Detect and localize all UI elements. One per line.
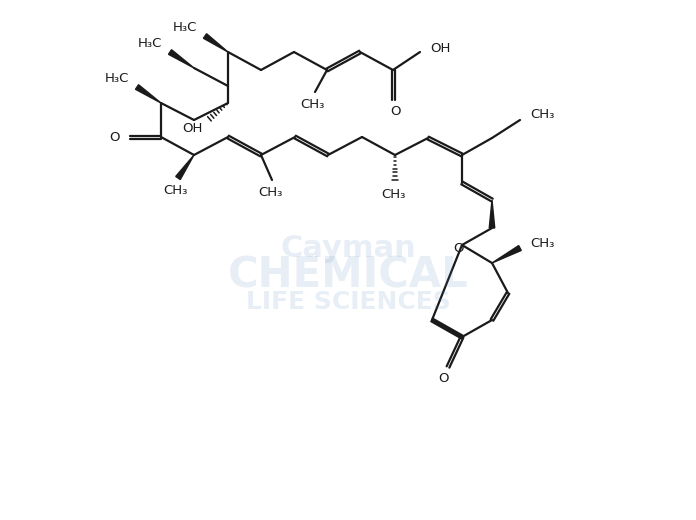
Text: Cayman: Cayman xyxy=(280,233,416,263)
Text: CH₃: CH₃ xyxy=(300,98,324,111)
Polygon shape xyxy=(176,155,194,179)
Text: H₃C: H₃C xyxy=(138,36,162,49)
Text: H₃C: H₃C xyxy=(104,72,129,85)
Text: CH₃: CH₃ xyxy=(530,108,555,121)
Text: CH₃: CH₃ xyxy=(163,184,187,197)
Text: OH: OH xyxy=(430,42,450,55)
Text: CHEMICAL: CHEMICAL xyxy=(228,254,468,296)
Polygon shape xyxy=(492,245,521,263)
Polygon shape xyxy=(203,34,228,52)
Text: OH: OH xyxy=(182,122,203,135)
Text: CH₃: CH₃ xyxy=(258,186,282,199)
Text: O: O xyxy=(453,241,464,254)
Text: LIFE SCIENCES: LIFE SCIENCES xyxy=(246,290,450,314)
Polygon shape xyxy=(136,85,161,103)
Polygon shape xyxy=(168,50,194,68)
Polygon shape xyxy=(489,200,495,228)
Text: CH₃: CH₃ xyxy=(530,237,555,250)
Text: CH₃: CH₃ xyxy=(381,188,405,201)
Text: O: O xyxy=(109,131,120,144)
Text: O: O xyxy=(438,372,448,385)
Text: H₃C: H₃C xyxy=(173,20,197,33)
Text: O: O xyxy=(390,105,400,118)
